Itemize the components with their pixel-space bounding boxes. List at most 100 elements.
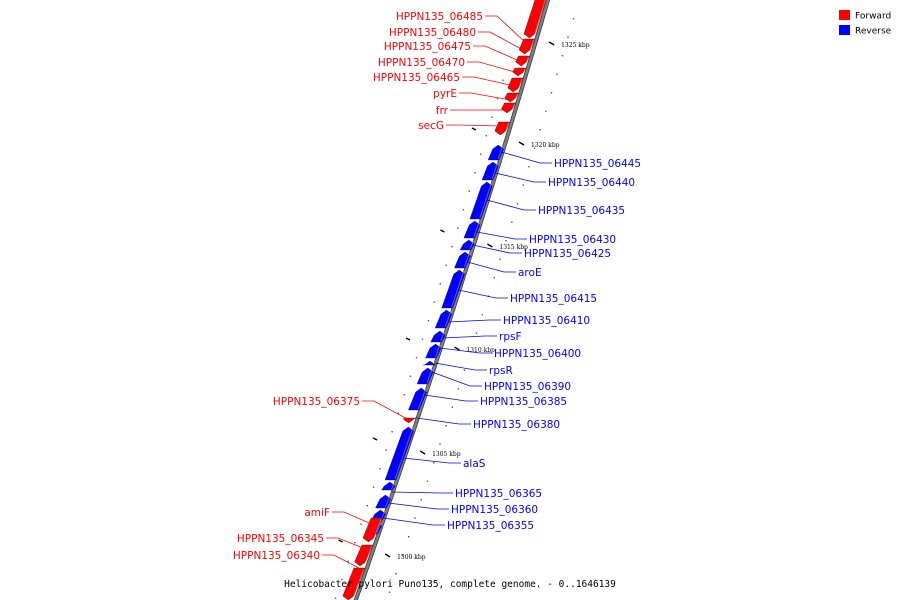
gene-feature-hppn135-06410[interactable] (434, 309, 453, 329)
minor-tick (451, 246, 453, 248)
gene-label-hppn135-06445[interactable]: HPPN135_06445 (554, 158, 641, 170)
minor-tick (468, 190, 470, 192)
minor-tick (480, 153, 482, 155)
leader-line-hppn135-06415 (458, 289, 508, 299)
gene-label-hppn135-06480[interactable]: HPPN135_06480 (389, 27, 476, 39)
gene-label-hppn135-06380[interactable]: HPPN135_06380 (473, 419, 560, 431)
leader-line-hppn135-06480 (478, 31, 526, 52)
gene-feature-hppn135-06445[interactable] (487, 144, 504, 161)
gene-feature-hppn135-06340[interactable] (342, 567, 366, 600)
gene-label-hppn135-06375[interactable]: HPPN135_06375 (273, 396, 360, 408)
gene-label-hppn135-06385[interactable]: HPPN135_06385 (480, 396, 567, 408)
gene-feature-secg[interactable] (494, 121, 511, 136)
gene-feature-shade (497, 145, 504, 160)
gene-feature-hppn135-06375[interactable] (402, 417, 417, 424)
gene-feature-hppn135-06465[interactable] (507, 77, 524, 93)
leader-line-hppn135-06390 (431, 371, 482, 387)
gene-label-hppn135-06365[interactable]: HPPN135_06365 (455, 488, 542, 500)
minor-tick (391, 431, 393, 433)
leader-line-hppn135-06375 (362, 400, 410, 421)
gene-label-hppn135-06345[interactable]: HPPN135_06345 (237, 533, 324, 545)
leader-line-hppn135-06445 (501, 151, 552, 164)
gene-feature-alas[interactable] (381, 481, 396, 491)
minor-tick (485, 135, 487, 137)
gene-feature-rpsf[interactable] (430, 330, 446, 343)
gene-label-hppn135-06360[interactable]: HPPN135_06360 (451, 504, 538, 516)
gene-feature-hppn135-06345[interactable] (354, 544, 374, 567)
scale-ticks: 1325 kbp 1320 kbp 1315 kbp 1310 kbp 1305 kbp… (338, 41, 590, 561)
minor-tick (481, 314, 484, 316)
leader-line-hppn135-06380 (416, 417, 471, 425)
gene-feature-hppn135-06380[interactable] (384, 426, 415, 481)
gene-label-secg[interactable]: secG (418, 120, 444, 132)
gene-feature-hppn135-06400[interactable] (425, 343, 442, 359)
leader-line-rpsr (434, 362, 487, 371)
gene-label-hppn135-06425[interactable]: HPPN135_06425 (524, 248, 611, 260)
gene-feature-shade (504, 122, 510, 135)
gene-label-hppn135-06465[interactable]: HPPN135_06465 (373, 72, 460, 84)
map-caption: Helicobacter pylori Puno135, complete ge… (284, 579, 616, 590)
gene-feature-hppn135-06440[interactable] (481, 161, 499, 181)
scale-tick-label: 1315 kbp (499, 244, 528, 251)
gene-label-hppn135-06485[interactable]: HPPN135_06485 (396, 11, 483, 23)
gene-label-hppn135-06430[interactable]: HPPN135_06430 (529, 234, 616, 246)
gene-feature-hppn135-06365[interactable] (375, 494, 392, 509)
legend-reverse-swatch (839, 25, 850, 35)
gene-label-hppn135-06475[interactable]: HPPN135_06475 (384, 41, 471, 53)
gene-label-hppn135-06470[interactable]: HPPN135_06470 (378, 57, 465, 69)
gene-feature-amif[interactable] (362, 517, 383, 543)
leader-line-secg (446, 124, 503, 127)
gene-feature-rpsr[interactable] (423, 360, 437, 366)
gene-feature-shade (372, 518, 382, 542)
gene-feature-hppn135-06415[interactable] (441, 269, 466, 309)
gene-label-rpsr[interactable]: rpsR (489, 365, 513, 377)
leader-line-hppn135-06410 (448, 319, 501, 323)
gene-feature-hppn135-06485[interactable] (523, 0, 547, 39)
gene-label-hppn135-06435[interactable]: HPPN135_06435 (538, 205, 625, 217)
leader-line-hppn135-06465 (462, 76, 515, 87)
gene-label-hppn135-06410[interactable]: HPPN135_06410 (503, 315, 590, 327)
gene-label-alas[interactable]: alaS (463, 458, 486, 470)
minor-tick (421, 338, 424, 340)
gene-feature-hppn135-06385[interactable] (408, 387, 427, 411)
gene-label-hppn135-06415[interactable]: HPPN135_06415 (510, 293, 597, 305)
gene-label-pyre[interactable]: pyrE (433, 88, 457, 100)
gene-feature-hppn135-06425[interactable] (459, 239, 475, 251)
gene-feature-shade (394, 427, 414, 480)
gene-feature-shade (426, 368, 433, 384)
gene-label-aroe[interactable]: aroE (518, 267, 542, 279)
gene-label-frr[interactable]: frr (436, 105, 449, 117)
minor-tick (550, 92, 553, 94)
gene-feature-shade (391, 482, 395, 490)
gene-label-hppn135-06440[interactable]: HPPN135_06440 (548, 177, 635, 189)
scale-tick-label: 1310 kbp (466, 347, 495, 354)
minor-tick (445, 264, 447, 266)
leader-line-amif (332, 511, 374, 526)
legend-forward-label: Forward (855, 12, 891, 22)
gene-feature-shade (376, 522, 382, 534)
gene-feature-frr[interactable] (501, 102, 516, 114)
gene-feature-aroe[interactable] (454, 251, 471, 269)
gene-label-rpsf[interactable]: rpsF (499, 331, 522, 343)
gene-label-hppn135-06400[interactable]: HPPN135_06400 (494, 348, 581, 360)
gene-feature-hppn135-06435[interactable] (469, 181, 493, 220)
minor-tick (341, 579, 343, 581)
leader-line-hppn135-06470 (467, 61, 519, 74)
minor-tick (462, 209, 465, 211)
minor-tick (511, 221, 513, 223)
gene-label-amif[interactable]: amiF (304, 507, 330, 519)
gene-feature-shade (469, 240, 474, 250)
minor-tick (528, 166, 530, 168)
gene-label-hppn135-06340[interactable]: HPPN135_06340 (233, 550, 320, 562)
gene-feature-hppn135-06475[interactable] (515, 55, 530, 67)
gene-label-hppn135-06390[interactable]: HPPN135_06390 (484, 381, 571, 393)
gene-feature-shade (491, 162, 498, 180)
gene-feature-shade (352, 568, 365, 600)
legend-forward-swatch (839, 10, 850, 20)
gene-label-hppn135-06355[interactable]: HPPN135_06355 (447, 520, 534, 532)
gene-feature-hppn135-06430[interactable] (463, 220, 481, 239)
gene-feature-hppn135-06390[interactable] (416, 367, 434, 385)
minor-tick (457, 227, 459, 229)
minor-tick (379, 468, 381, 470)
minor-tick (475, 332, 478, 334)
